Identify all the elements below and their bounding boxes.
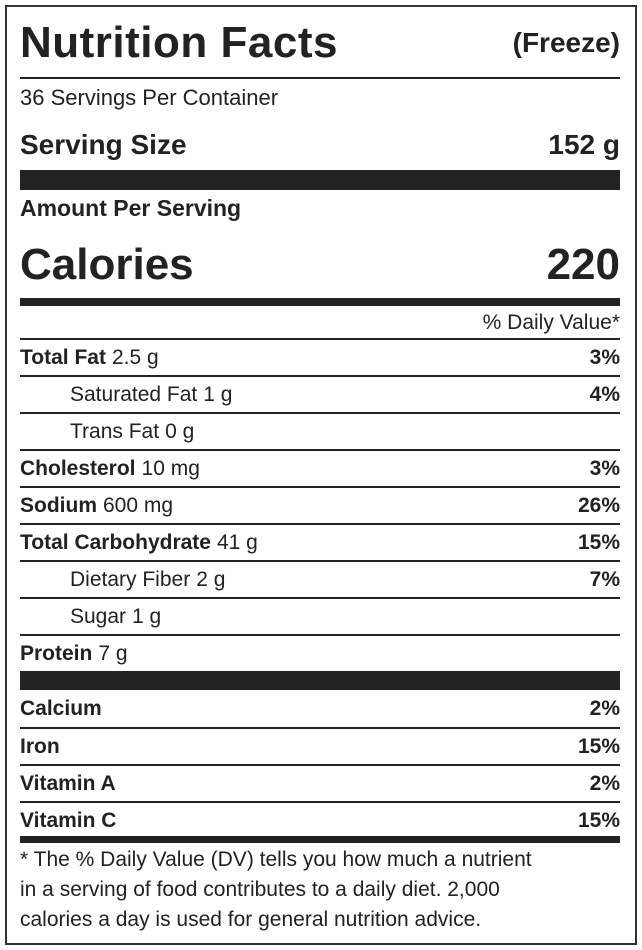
nutrient-name: Saturated Fat [70,382,198,406]
daily-value: 15% [577,530,620,554]
nutrient-amount: 2.5 g [111,345,159,369]
calories: Calories 220 [20,238,620,292]
nutrient-row: Cholesterol 10 mg 3% [20,449,620,486]
daily-value: 15% [577,808,620,832]
nutrient-amount: 10 mg [141,456,200,480]
nutrient-amount: 7 g [98,641,128,665]
vitamin-row: Iron 15% [20,727,620,764]
daily-value: 7% [589,567,620,591]
serving-size: Serving Size 152 g [20,127,620,163]
daily-value: 2% [589,696,620,720]
nutrient-row: Protein 7 g [20,634,620,671]
nutrient: Protein 7 g [20,642,128,666]
thick-rule [20,671,620,690]
thick-rule [20,836,620,843]
serving-size-label: Serving Size [20,129,187,160]
vitamin-row: Vitamin C 15% [20,801,620,838]
calories-label: Calories [20,240,194,289]
daily-value: 2% [589,771,620,795]
vitamin-name: Vitamin C [20,808,117,832]
vitamin-name: Iron [20,734,60,758]
nutrient: Saturated Fat 1 g [20,383,232,407]
nutrient: Cholesterol 10 mg [20,457,200,481]
nutrient-row: Saturated Fat 1 g 4% [20,375,620,412]
variant: (Freeze) [512,27,620,58]
daily-value-heading: % Daily Value* [482,311,620,334]
nutrients: Total Fat 2.5 g 3% Saturated Fat 1 g 4% Trans … [20,338,620,671]
nutrient-row: Total Fat 2.5 g 3% [20,338,620,375]
nutrient: Sugar 1 g [20,605,161,629]
nutrient-row: Sugar 1 g [20,597,620,634]
nutrient-row: Total Carbohydrate 41 g 15% [20,523,620,560]
calories-value: 220 [546,240,620,289]
nutrient-amount: 1 g [132,604,162,628]
nutrient-amount: 41 g [216,530,258,554]
thick-rule [20,170,620,190]
nutrient-name: Total Carbohydrate [20,530,211,554]
vitamin-row: Vitamin A 2% [20,764,620,801]
footnote-line: * The % Daily Value (DV) tells you how m… [20,848,532,871]
nutrient-amount: 2 g [196,567,226,591]
servings: 36 Servings Per Container [20,85,279,110]
serving-size-value: 152 g [548,129,620,160]
nutrient-row: Trans Fat 0 g [20,412,620,449]
vitamin-row: Calcium 2% [20,690,620,727]
rule [20,77,620,79]
vitamin-name: Vitamin A [20,771,116,795]
amount-per-serving: Amount Per Serving [20,195,242,221]
nutrient-name: Dietary Fiber [70,567,191,591]
nutrient: Sodium 600 mg [20,494,173,518]
daily-value: 3% [589,456,620,480]
nutrient-amount: 1 g [203,382,233,406]
daily-value: 15% [577,734,620,758]
nutrient-row: Sodium 600 mg 26% [20,486,620,523]
nutrient-amount: 0 g [165,419,195,443]
nutrient: Dietary Fiber 2 g [20,568,225,592]
footnote: * The % Daily Value (DV) tells you how m… [20,845,620,935]
nutrient: Total Carbohydrate 41 g [20,531,258,555]
daily-value: 3% [589,345,620,369]
thick-rule [20,298,620,306]
nutrition-label [5,5,637,945]
nutrient-row: Dietary Fiber 2 g 7% [20,560,620,597]
title: Nutrition Facts [20,18,338,67]
nutrient-name: Total Fat [20,345,106,369]
nutrient-name: Sodium [20,493,97,517]
nutrient-name: Cholesterol [20,456,136,480]
nutrient: Total Fat 2.5 g [20,346,159,370]
footnote-line: in a serving of food contributes to a da… [20,878,500,901]
nutrient-amount: 600 mg [103,493,174,517]
daily-value: 26% [577,493,620,517]
daily-value: 4% [589,382,620,406]
vitamin-name: Calcium [20,696,102,720]
footnote-line: calories a day is used for general nutri… [20,908,482,931]
header: Nutrition Facts (Freeze) [20,18,620,68]
nutrient-name: Trans Fat [70,419,160,443]
nutrient-name: Protein [20,641,93,665]
vitamins: Calcium 2% Iron 15% Vitamin A 2% Vitamin C 15% [20,690,620,838]
nutrient: Trans Fat 0 g [20,420,194,444]
nutrient-name: Sugar [70,604,127,628]
